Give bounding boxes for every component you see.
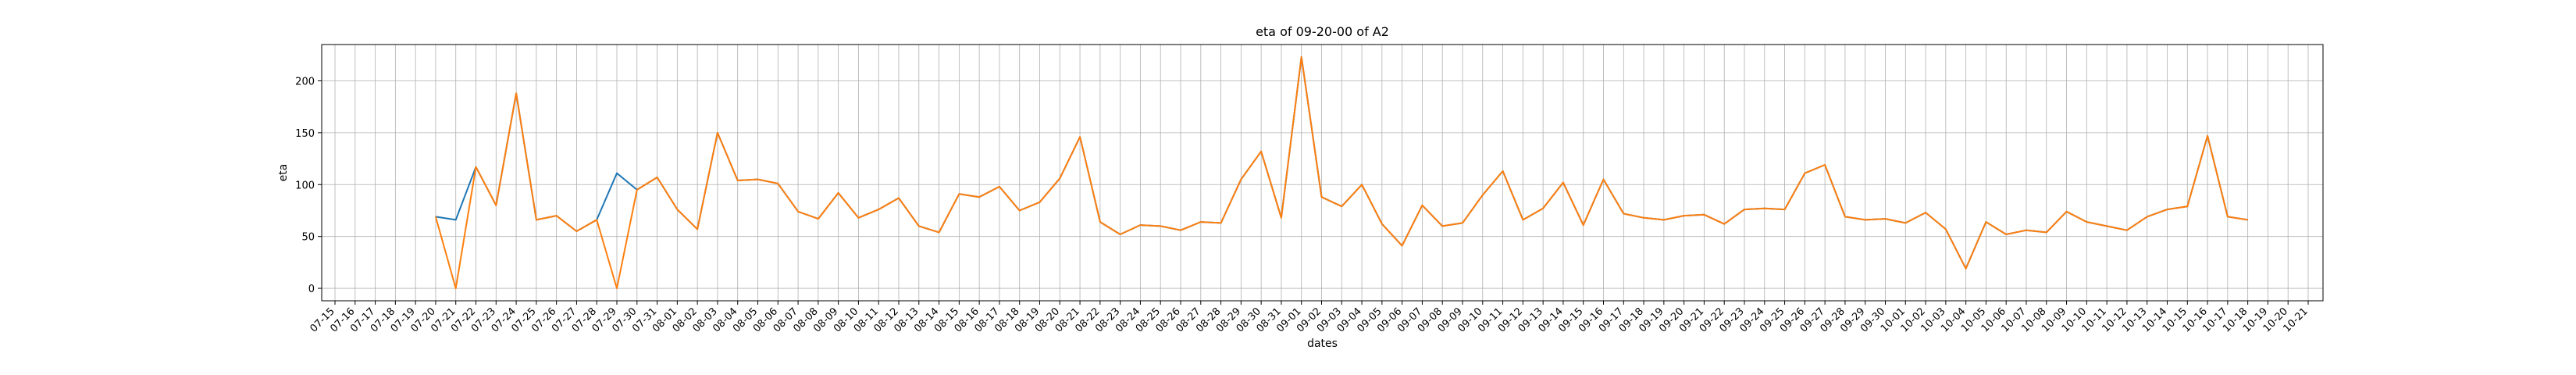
chart-title: eta of 09-20-00 of A2 bbox=[1256, 24, 1389, 39]
series-lines bbox=[434, 55, 2248, 290]
y-axis-label: eta bbox=[277, 164, 290, 182]
y-tick-label: 100 bbox=[295, 180, 315, 191]
series-line-2 bbox=[434, 55, 2248, 290]
grid-lines bbox=[322, 45, 2323, 301]
y-tick-label: 200 bbox=[295, 76, 315, 88]
y-axis-ticks: 0 50 100 150 200 bbox=[295, 76, 322, 295]
y-tick-label: 150 bbox=[295, 128, 315, 140]
x-axis-label: dates bbox=[1307, 338, 1338, 350]
y-tick-label: 0 bbox=[308, 284, 315, 295]
y-tick-label: 50 bbox=[301, 232, 315, 244]
plot-frame bbox=[321, 44, 2324, 302]
